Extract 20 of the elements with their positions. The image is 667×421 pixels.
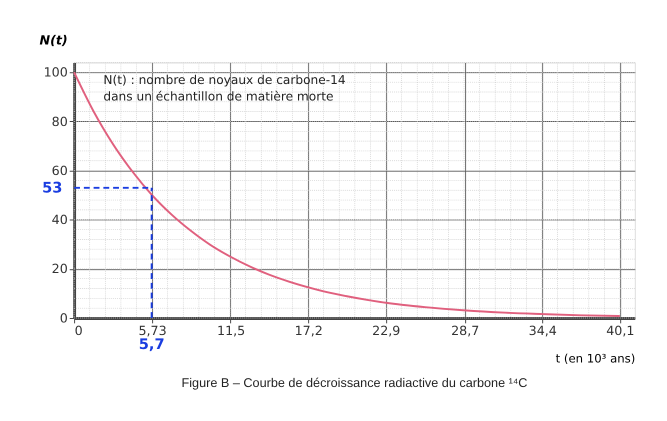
x-tick-label: 5,73 xyxy=(138,323,167,338)
y-tick-label: 40 xyxy=(52,212,68,228)
x-tick-label: 28,7 xyxy=(451,323,480,338)
x-tick-label: 11,5 xyxy=(217,323,246,338)
x-axis-title: t (en 10³ ans) xyxy=(556,351,636,366)
x-tick-label: 34,4 xyxy=(528,323,557,338)
y-axis-title: N(t) xyxy=(39,32,68,48)
text: Figure B – Courbe de décroissance radiactive du carbone ¹⁴C xyxy=(181,376,528,390)
x-tick-label: 0 xyxy=(74,323,83,338)
y-tick-label: 100 xyxy=(44,64,68,80)
x-tick-label: 17,2 xyxy=(294,323,323,338)
x-tick-label: 22,9 xyxy=(372,323,400,338)
y-tick-label: 60 xyxy=(52,162,68,178)
line-series xyxy=(73,71,621,318)
y-tick-label: 20 xyxy=(52,261,68,276)
x-tick-label: 40,1 xyxy=(606,323,634,338)
ref-line-label: 53 xyxy=(42,180,62,197)
ref-line-label: 5,7 xyxy=(138,336,165,354)
y-tick-label: 80 xyxy=(52,114,68,129)
y-tick-label: 0 xyxy=(60,310,68,326)
